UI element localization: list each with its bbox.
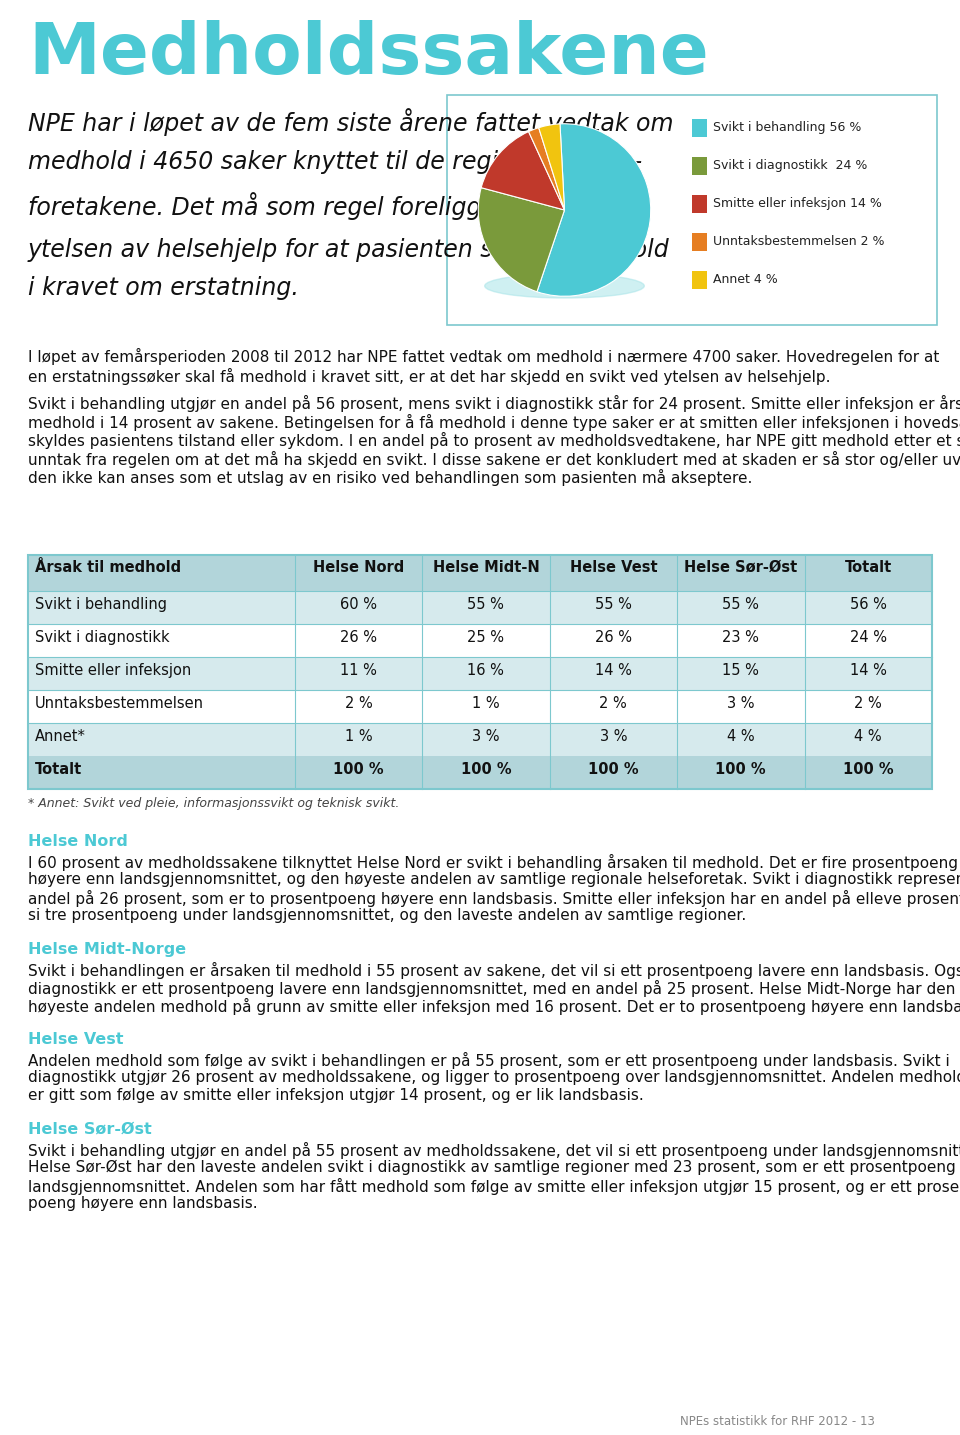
Text: 60 %: 60 % (340, 597, 377, 611)
Text: unntak fra regelen om at det må ha skjedd en svikt. I disse sakene er det konklu: unntak fra regelen om at det må ha skjed… (28, 451, 960, 468)
Text: Helse Sør-Øst: Helse Sør-Øst (684, 560, 798, 575)
Text: * Annet: Svikt ved pleie, informasjonssvikt og teknisk svikt.: * Annet: Svikt ved pleie, informasjonssv… (28, 796, 399, 809)
Text: 2 %: 2 % (599, 696, 627, 710)
FancyBboxPatch shape (28, 555, 932, 591)
Text: 16 %: 16 % (468, 663, 504, 677)
Text: si tre prosentpoeng under landsgjennomsnittet, og den laveste andelen av samtlig: si tre prosentpoeng under landsgjennomsn… (28, 908, 746, 923)
Text: Svikt i behandling: Svikt i behandling (35, 597, 167, 611)
Text: Helse Nord: Helse Nord (313, 560, 404, 575)
Text: Unntaksbestemmelsen: Unntaksbestemmelsen (35, 696, 204, 710)
Text: 55 %: 55 % (595, 597, 632, 611)
Text: ytelsen av helsehjelp for at pasienten skal få medhold: ytelsen av helsehjelp for at pasienten s… (28, 234, 670, 263)
Text: Smitte eller infeksjon: Smitte eller infeksjon (35, 663, 191, 677)
Text: 55 %: 55 % (722, 597, 759, 611)
Text: 1 %: 1 % (345, 729, 372, 743)
Text: Helse Midt-N: Helse Midt-N (433, 560, 540, 575)
FancyBboxPatch shape (28, 657, 932, 690)
Wedge shape (529, 128, 564, 210)
Text: 100 %: 100 % (461, 762, 511, 776)
Text: 3 %: 3 % (600, 729, 627, 743)
Text: 2 %: 2 % (854, 696, 882, 710)
Text: andel på 26 prosent, som er to prosentpoeng høyere enn landsbasis. Smitte eller : andel på 26 prosent, som er to prosentpo… (28, 890, 960, 907)
Text: Unntaksbestemmelsen 2 %: Unntaksbestemmelsen 2 % (713, 235, 884, 248)
Text: Annet 4 %: Annet 4 % (713, 273, 778, 286)
Text: Helse Midt-Norge: Helse Midt-Norge (28, 941, 186, 957)
Text: 23 %: 23 % (722, 630, 759, 644)
Text: Årsak til medhold: Årsak til medhold (35, 560, 181, 575)
Text: 15 %: 15 % (722, 663, 759, 677)
Text: 4 %: 4 % (727, 729, 755, 743)
Text: Helse Nord: Helse Nord (28, 834, 128, 850)
Text: Svikt i diagnostikk  24 %: Svikt i diagnostikk 24 % (713, 159, 868, 172)
Text: Helse Sør-Øst: Helse Sør-Øst (28, 1122, 152, 1137)
Text: 3 %: 3 % (472, 729, 499, 743)
Text: 2 %: 2 % (345, 696, 372, 710)
Text: NPE har i løpet av de fem siste årene fattet vedtak om: NPE har i løpet av de fem siste årene fa… (28, 108, 674, 136)
Text: 11 %: 11 % (340, 663, 377, 677)
Text: den ikke kan anses som et utslag av en risiko ved behandlingen som pasienten må : den ikke kan anses som et utslag av en r… (28, 469, 753, 486)
Text: Medholdssakene: Medholdssakene (28, 20, 708, 89)
Text: I løpet av femårsperioden 2008 til 2012 har NPE fattet vedtak om medhold i nærme: I løpet av femårsperioden 2008 til 2012 … (28, 349, 940, 385)
Text: medhold i 14 prosent av sakene. Betingelsen for å få medhold i denne type saker : medhold i 14 prosent av sakene. Betingel… (28, 413, 960, 430)
Text: 3 %: 3 % (727, 696, 755, 710)
Text: Totalt: Totalt (845, 560, 892, 575)
FancyBboxPatch shape (28, 591, 932, 624)
Text: 55 %: 55 % (468, 597, 504, 611)
Text: 100 %: 100 % (333, 762, 384, 776)
Text: 24 %: 24 % (850, 630, 887, 644)
FancyBboxPatch shape (28, 624, 932, 657)
Text: er gitt som følge av smitte eller infeksjon utgjør 14 prosent, og er lik landsba: er gitt som følge av smitte eller infeks… (28, 1088, 644, 1104)
Text: Annet*: Annet* (35, 729, 85, 743)
Text: Svikt i behandling utgjør en andel på 55 prosent av medholdssakene, det vil si e: Svikt i behandling utgjør en andel på 55… (28, 1142, 960, 1159)
Text: Svikt i behandlingen er årsaken til medhold i 55 prosent av sakene, det vil si e: Svikt i behandlingen er årsaken til medh… (28, 961, 960, 979)
Text: diagnostikk utgjør 26 prosent av medholdssakene, og ligger to prosentpoeng over : diagnostikk utgjør 26 prosent av medhold… (28, 1071, 960, 1085)
Text: Svikt i behandling utgjør en andel på 56 prosent, mens svikt i diagnostikk står : Svikt i behandling utgjør en andel på 56… (28, 395, 960, 412)
Text: 26 %: 26 % (595, 630, 632, 644)
Text: høyeste andelen medhold på grunn av smitte eller infeksjon med 16 prosent. Det e: høyeste andelen medhold på grunn av smit… (28, 997, 960, 1015)
Text: I 60 prosent av medholdssakene tilknyttet Helse Nord er svikt i behandling årsak: I 60 prosent av medholdssakene tilknytte… (28, 854, 958, 871)
Text: 1 %: 1 % (472, 696, 500, 710)
Text: Svikt i diagnostikk: Svikt i diagnostikk (35, 630, 170, 644)
Ellipse shape (485, 274, 644, 298)
Text: Svikt i behandling 56 %: Svikt i behandling 56 % (713, 121, 861, 133)
FancyBboxPatch shape (28, 690, 932, 723)
Text: 25 %: 25 % (468, 630, 504, 644)
Text: 14 %: 14 % (850, 663, 887, 677)
FancyBboxPatch shape (447, 95, 937, 324)
Wedge shape (537, 123, 651, 296)
Text: i kravet om erstatning.: i kravet om erstatning. (28, 276, 299, 300)
Wedge shape (481, 132, 564, 210)
Text: medhold i 4650 saker knyttet til de regionale helse-: medhold i 4650 saker knyttet til de regi… (28, 151, 642, 174)
Text: Helse Vest: Helse Vest (569, 560, 658, 575)
Text: 26 %: 26 % (340, 630, 377, 644)
Wedge shape (539, 123, 564, 210)
FancyBboxPatch shape (28, 723, 932, 756)
Text: 56 %: 56 % (850, 597, 887, 611)
Text: Helse Vest: Helse Vest (28, 1032, 124, 1048)
Text: Totalt: Totalt (35, 762, 83, 776)
Text: diagnostikk er ett prosentpoeng lavere enn landsgjennomsnittet, med en andel på : diagnostikk er ett prosentpoeng lavere e… (28, 980, 955, 997)
Wedge shape (478, 188, 564, 291)
Text: foretakene. Det må som regel foreligge svikt ved: foretakene. Det må som regel foreligge s… (28, 192, 611, 220)
Text: NPEs statistikk for RHF 2012 - 13: NPEs statistikk for RHF 2012 - 13 (680, 1415, 875, 1428)
Text: høyere enn landsgjennomsnittet, og den høyeste andelen av samtlige regionale hel: høyere enn landsgjennomsnittet, og den h… (28, 872, 960, 887)
Text: 100 %: 100 % (843, 762, 894, 776)
Text: 14 %: 14 % (595, 663, 632, 677)
Text: 100 %: 100 % (588, 762, 638, 776)
Text: Helse Sør-Øst har den laveste andelen svikt i diagnostikk av samtlige regioner m: Helse Sør-Øst har den laveste andelen sv… (28, 1159, 960, 1175)
Text: 4 %: 4 % (854, 729, 882, 743)
Text: skyldes pasientens tilstand eller sykdom. I en andel på to prosent av medholdsve: skyldes pasientens tilstand eller sykdom… (28, 432, 960, 449)
Text: 100 %: 100 % (715, 762, 766, 776)
Text: Smitte eller infeksjon 14 %: Smitte eller infeksjon 14 % (713, 197, 882, 210)
FancyBboxPatch shape (28, 756, 932, 789)
Text: poeng høyere enn landsbasis.: poeng høyere enn landsbasis. (28, 1195, 257, 1211)
Text: Andelen medhold som følge av svikt i behandlingen er på 55 prosent, som er ett p: Andelen medhold som følge av svikt i beh… (28, 1052, 949, 1069)
Text: landsgjennomsnittet. Andelen som har fått medhold som følge av smitte eller infe: landsgjennomsnittet. Andelen som har fåt… (28, 1178, 960, 1195)
